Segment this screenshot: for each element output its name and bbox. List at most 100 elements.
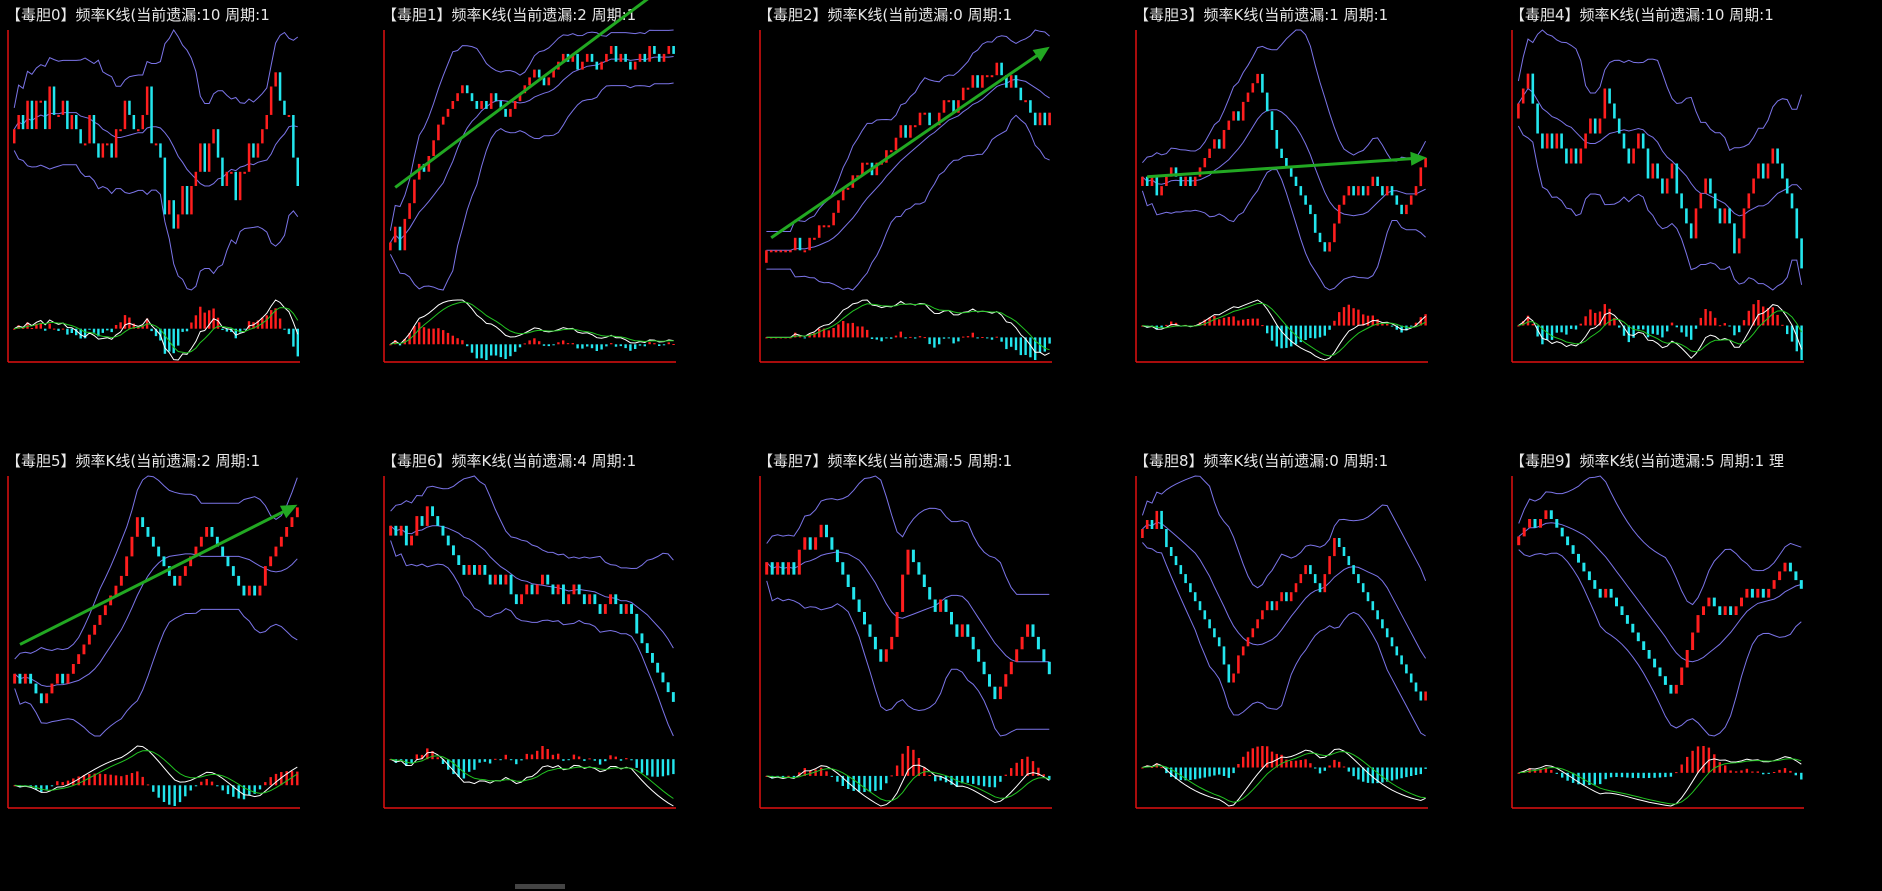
candle	[590, 53, 594, 62]
candle	[922, 574, 926, 587]
macd-dea-line	[1142, 302, 1426, 357]
macd-bar	[1647, 772, 1651, 778]
macd-bar	[1751, 771, 1754, 773]
macd-bar	[256, 320, 260, 329]
candle	[1047, 661, 1051, 675]
macd-bar	[208, 310, 211, 329]
macd-bar	[661, 759, 665, 777]
candle	[1004, 674, 1008, 687]
candle	[1584, 133, 1587, 149]
band-lower-line	[766, 580, 1050, 737]
candle	[1699, 193, 1703, 209]
candle	[1713, 193, 1717, 209]
candle	[247, 143, 251, 172]
candle	[145, 86, 149, 115]
candle	[1603, 88, 1607, 119]
candle	[485, 101, 488, 109]
candle	[66, 673, 70, 684]
candle	[394, 525, 398, 536]
candle	[82, 644, 86, 655]
candle	[1285, 592, 1288, 602]
macd-bar	[1261, 746, 1264, 768]
candle	[279, 536, 283, 547]
macd-bar	[1342, 766, 1346, 768]
macd-bar	[1347, 767, 1350, 772]
macd-bar	[1381, 323, 1384, 326]
candle	[1145, 520, 1149, 529]
macd-bar	[976, 337, 979, 339]
candle	[792, 562, 796, 575]
candle	[199, 536, 203, 547]
macd-bar	[1745, 768, 1749, 773]
macd-bar	[119, 322, 122, 329]
candle	[1712, 597, 1716, 607]
candle	[189, 556, 193, 567]
macd-bar	[918, 336, 922, 338]
candle	[1419, 691, 1423, 701]
candle	[441, 525, 445, 536]
candle	[1265, 92, 1269, 112]
candle	[106, 143, 109, 146]
macd-bar	[504, 754, 507, 760]
macd-bar	[604, 759, 607, 762]
candle	[504, 574, 508, 585]
candle	[1029, 100, 1032, 113]
candle	[1631, 623, 1635, 633]
candle	[1000, 62, 1003, 76]
macd-bar	[928, 775, 931, 776]
candle	[1409, 673, 1413, 683]
candle	[630, 604, 633, 614]
macd-bar	[452, 759, 455, 775]
macd-bar	[866, 329, 869, 338]
macd-bar	[803, 768, 806, 776]
macd-bar	[509, 759, 513, 761]
candle	[1526, 73, 1530, 89]
macd-bar	[977, 775, 980, 786]
candle	[119, 129, 122, 132]
macd-bar	[1405, 325, 1408, 331]
macd-bar	[1714, 317, 1717, 326]
candle	[581, 61, 584, 70]
macd-bar	[1347, 304, 1350, 326]
candle	[1270, 111, 1274, 130]
macd-bar	[1304, 325, 1307, 340]
candle	[1033, 112, 1037, 126]
candle	[1424, 691, 1427, 701]
macd-bar	[1642, 772, 1645, 779]
macd-bar	[1160, 325, 1163, 329]
candle	[88, 115, 91, 144]
macd-bar	[672, 344, 675, 345]
candle	[431, 506, 434, 517]
macd-bar	[265, 315, 268, 329]
candle	[1723, 606, 1727, 615]
candle	[909, 125, 912, 138]
macd-bar	[1366, 767, 1370, 783]
macd-bar	[1405, 767, 1408, 778]
candle	[1419, 167, 1423, 187]
kline-chart-5	[7, 475, 300, 809]
macd-bar	[1299, 760, 1302, 768]
candle	[183, 566, 187, 576]
candle	[231, 566, 235, 576]
candle	[567, 594, 571, 605]
candle	[1757, 163, 1760, 179]
macd-bar	[296, 771, 299, 786]
macd-bar	[1757, 300, 1760, 326]
candle	[141, 115, 144, 130]
macd-bar	[56, 781, 59, 786]
candle	[1550, 133, 1554, 149]
macd-bar	[542, 344, 546, 346]
candle	[1608, 88, 1611, 104]
macd-bar	[1318, 325, 1322, 338]
candle	[614, 594, 618, 605]
macd-bar	[1778, 769, 1781, 773]
horizontal-scrollbar[interactable]	[515, 884, 565, 889]
macd-bar	[885, 775, 888, 784]
macd-bar	[470, 344, 474, 353]
kline-chart-0	[7, 29, 300, 363]
macd-bar	[1203, 319, 1206, 326]
macd-bar	[1733, 325, 1736, 336]
candle	[451, 101, 455, 109]
macd-bar	[630, 759, 633, 761]
candle	[657, 53, 661, 62]
